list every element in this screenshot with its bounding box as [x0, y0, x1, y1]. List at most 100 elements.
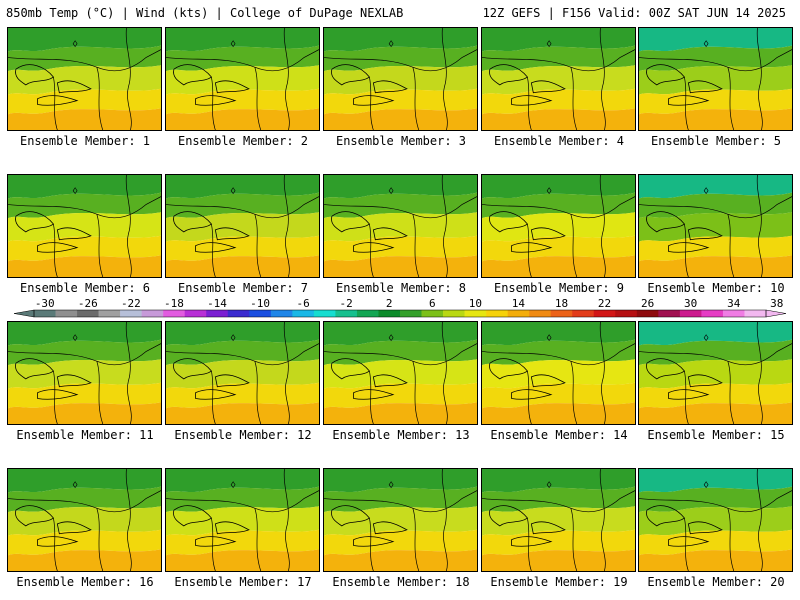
ensemble-member-panel [481, 174, 636, 278]
colorbar-tick-label: 38 [770, 297, 783, 310]
temperature-map [166, 322, 319, 424]
colorbar-segment [292, 310, 315, 317]
ensemble-member-label: Ensemble Member: 12 [174, 428, 312, 442]
model-run-info: 12Z GEFS | F156 Valid: 00Z SAT JUN 14 20… [482, 6, 786, 20]
colorbar-tick-label: 18 [555, 297, 568, 310]
colorbar-segment [378, 310, 401, 317]
colorbar-tick-label: 34 [727, 297, 741, 310]
colorbar-tick-label: -2 [340, 297, 353, 310]
temperature-map [639, 469, 792, 571]
temperature-map [482, 322, 635, 424]
ensemble-member-panel [481, 27, 636, 131]
ensemble-member-label: Ensemble Member: 7 [177, 281, 309, 295]
temperature-map [482, 469, 635, 571]
colorbar-segment [529, 310, 552, 317]
ensemble-member-label: Ensemble Member: 8 [335, 281, 467, 295]
colorbar-segment [120, 310, 142, 317]
colorbar-segment [593, 310, 616, 317]
ensemble-member-label: Ensemble Member: 6 [19, 281, 151, 295]
ensemble-member-label: Ensemble Member: 2 [177, 134, 309, 148]
ensemble-member-label: Ensemble Member: 18 [332, 575, 470, 589]
ensemble-member-panel [323, 174, 478, 278]
colorbar-tick-label: 22 [598, 297, 611, 310]
colorbar-tick-label: -22 [121, 297, 141, 310]
ensemble-member-label: Ensemble Member: 20 [647, 575, 785, 589]
ensemble-member-panel [638, 321, 793, 425]
colorbar-segment [722, 310, 745, 317]
temperature-map [482, 175, 635, 277]
ensemble-member-label: Ensemble Member: 5 [650, 134, 782, 148]
colorbar-segment [184, 310, 207, 317]
colorbar-tick-label: 26 [641, 297, 654, 310]
ensemble-member-panel [481, 468, 636, 572]
ensemble-member-label: Ensemble Member: 19 [490, 575, 628, 589]
ensemble-member-panel [7, 27, 162, 131]
colorbar-segment [572, 310, 595, 317]
ensemble-member-panel [7, 321, 162, 425]
ensemble-member-panel [481, 321, 636, 425]
ensemble-member-panel [638, 468, 793, 572]
map-title: 850mb Temp (°C) | Wind (kts) | College o… [6, 6, 404, 20]
colorbar-segment [98, 310, 121, 317]
colorbar-segment [249, 310, 272, 317]
ensemble-member-label: Ensemble Member: 17 [174, 575, 312, 589]
ensemble-member-label: Ensemble Member: 3 [335, 134, 467, 148]
ensemble-member-label: Ensemble Member: 13 [332, 428, 470, 442]
colorbar-segment [658, 310, 681, 317]
colorbar-tick-label: -6 [296, 297, 309, 310]
temperature-map [639, 28, 792, 130]
temperature-map [8, 28, 161, 130]
colorbar-segment [443, 310, 465, 317]
temperature-map [166, 175, 319, 277]
colorbar-segment [636, 310, 659, 317]
colorbar-segment [486, 310, 508, 317]
colorbar-tick-label: -14 [207, 297, 227, 310]
colorbar-segment [464, 310, 487, 317]
temperature-colorbar: -30 -26 -22 -18 -14 -10 -6 -2 2 6 10 14 18 22 26 30 34 38… [13, 297, 787, 318]
temperature-map [166, 469, 319, 571]
colorbar-segment [141, 310, 164, 317]
colorbar-max-arrow [765, 309, 787, 318]
ensemble-member-label: Ensemble Member: 1 [19, 134, 151, 148]
ensemble-member-label: Ensemble Member: 9 [493, 281, 625, 295]
ensemble-member-panel [165, 321, 320, 425]
colorbar-segment [206, 310, 229, 317]
ensemble-member-label: Ensemble Member: 11 [16, 428, 154, 442]
temperature-map [8, 322, 161, 424]
ensemble-member-panel [323, 468, 478, 572]
colorbar-tick-label: 6 [429, 297, 436, 310]
ensemble-member-panel [638, 27, 793, 131]
colorbar-segment [163, 310, 186, 317]
colorbar-segment [335, 310, 358, 317]
colorbar-segment [77, 310, 99, 317]
colorbar-tick-label: 14 [512, 297, 526, 310]
temperature-map [482, 28, 635, 130]
colorbar-segment [615, 310, 638, 317]
temperature-map [166, 28, 319, 130]
colorbar-tick-label: 2 [386, 297, 393, 310]
ensemble-member-label: Ensemble Member: 4 [493, 134, 625, 148]
colorbar-segment [550, 310, 573, 317]
colorbar-segment [270, 310, 293, 317]
ensemble-member-panel [323, 321, 478, 425]
ensemble-member-label: Ensemble Member: 10 [647, 281, 785, 295]
temperature-map [324, 322, 477, 424]
ensemble-member-panel [323, 27, 478, 131]
colorbar-segment [507, 310, 530, 317]
colorbar-tick-label: -10 [250, 297, 270, 310]
ensemble-member-label: Ensemble Member: 15 [647, 428, 785, 442]
temperature-map [8, 175, 161, 277]
temperature-map [8, 469, 161, 571]
temperature-map [639, 175, 792, 277]
temperature-map [639, 322, 792, 424]
ensemble-member-panel [165, 174, 320, 278]
colorbar-tick-label: 10 [469, 297, 482, 310]
colorbar-tick-label: -30 [35, 297, 55, 310]
ensemble-member-panel [7, 174, 162, 278]
colorbar-segment [356, 310, 379, 317]
colorbar-segment [701, 310, 724, 317]
colorbar-segment [55, 310, 78, 317]
ensemble-member-label: Ensemble Member: 16 [16, 575, 154, 589]
ensemble-member-panel [165, 27, 320, 131]
temperature-map [324, 175, 477, 277]
